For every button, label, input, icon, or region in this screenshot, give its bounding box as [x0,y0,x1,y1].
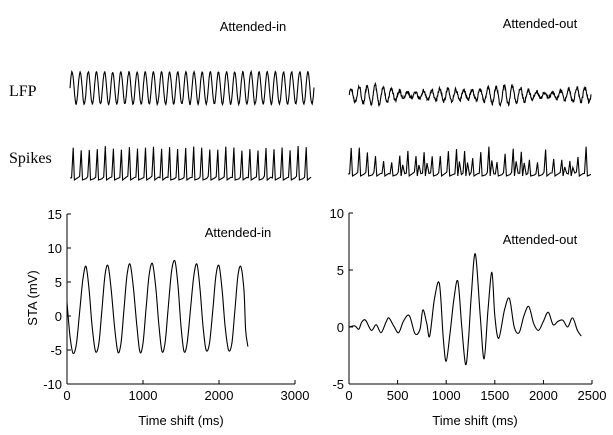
sta-series-attended-out [348,253,582,366]
spike-trace-attended-in [69,145,312,182]
row-label-lfp: LFP [9,83,37,100]
x-tick-label: 3000 [281,388,310,403]
column-title-attended-out: Attended-out [503,16,578,31]
sta-series-attended-in [66,259,249,355]
panel-annotation: Attended-in [205,225,272,240]
x-axis-label: Time shift (ms) [432,413,517,428]
x-tick-label: 1000 [129,388,158,403]
x-tick-label: 0 [63,388,70,403]
y-tick-label: 15 [48,207,62,222]
y-tick-label: 10 [48,241,62,256]
y-axis-label: STA (mV) [25,270,40,325]
x-tick-label: 0 [345,388,352,403]
lfp-trace-attended-out [348,81,592,108]
x-tick-label: 2000 [529,388,558,403]
x-tick-label: 2000 [205,388,234,403]
y-tick-label: 5 [55,275,62,290]
y-tick-label: -5 [332,377,344,392]
lfp-trace-attended-in [69,69,315,107]
y-tick-label: 5 [337,263,344,278]
y-tick-label: 0 [337,320,344,335]
column-title-attended-in: Attended-in [220,19,287,34]
x-axis-label: Time shift (ms) [138,413,223,428]
sta-plot-attended-in: 0 1000 2000 3000 -10 -5 0 5 10 15 STA (mV) Time s… [25,207,309,428]
spike-trace-attended-out [347,146,592,178]
y-tick-label: -10 [43,377,62,392]
y-tick-label: 10 [330,206,344,221]
x-tick-label: 500 [387,388,409,403]
panel-annotation: Attended-out [503,232,578,247]
y-tick-label: -5 [50,343,62,358]
x-tick-label: 1500 [480,388,509,403]
x-tick-label: 1000 [432,388,461,403]
x-tick-label: 2500 [578,388,607,403]
row-label-spikes: Spikes [9,150,52,167]
y-tick-label: 0 [55,309,62,324]
